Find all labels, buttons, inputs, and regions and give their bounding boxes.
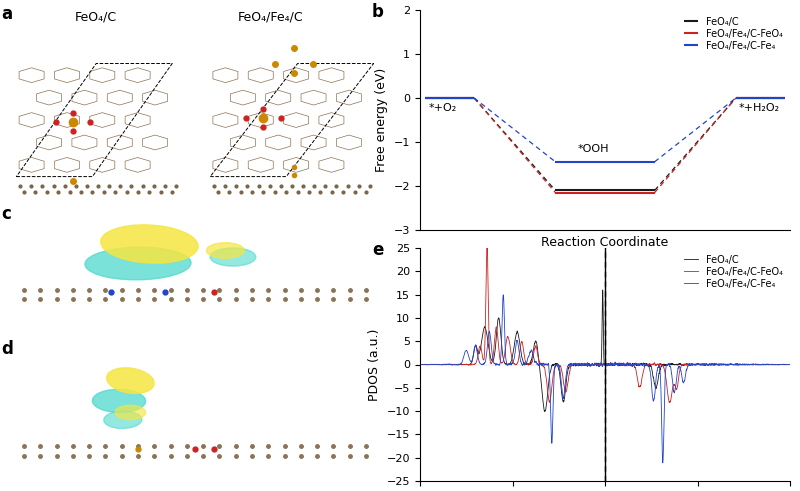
- FeO₄/Fe₄/C-Fe₄: [774, 362, 784, 368]
- Ellipse shape: [210, 248, 256, 266]
- FeO₄/Fe₄/C-Fe₄: [591, 361, 601, 367]
- FeO₄/C: [755, 362, 765, 368]
- Text: FeO₄/C: FeO₄/C: [75, 11, 118, 24]
- FeO₄/Fe₄/C-FeO₄: [665, 400, 674, 406]
- FeO₄/C: [598, 287, 607, 293]
- FeO₄/Fe₄/C-FeO₄: [470, 95, 479, 101]
- Ellipse shape: [115, 405, 146, 420]
- Text: c: c: [2, 205, 11, 223]
- FeO₄/Fe₄/C-FeO₄: [774, 361, 784, 367]
- Ellipse shape: [206, 243, 245, 258]
- Y-axis label: PDOS (a.u.): PDOS (a.u.): [368, 328, 382, 401]
- FeO₄/Fe₄/C-Fe₄: [415, 361, 425, 367]
- Text: *OOH: *OOH: [578, 144, 610, 154]
- Text: *+O₂: *+O₂: [429, 103, 458, 113]
- Text: e: e: [372, 241, 383, 259]
- Ellipse shape: [101, 225, 198, 263]
- FeO₄/Fe₄/C-FeO₄: [570, 361, 580, 367]
- Ellipse shape: [106, 368, 154, 393]
- FeO₄/Fe₄/C-FeO₄: [786, 361, 795, 367]
- FeO₄/Fe₄/C-FeO₄: [574, 361, 583, 367]
- FeO₄/Fe₄/C-FeO₄: [415, 361, 425, 367]
- FeO₄/Fe₄/C-Fe₄: [755, 362, 765, 368]
- FeO₄/C: [570, 362, 580, 368]
- FeO₄/C: [786, 361, 795, 367]
- X-axis label: Reaction Coordinate: Reaction Coordinate: [542, 236, 669, 248]
- FeO₄/Fe₄/C-Fe₄: [420, 95, 430, 101]
- Text: *+H₂O₂: *+H₂O₂: [738, 103, 780, 113]
- FeO₄/C: [420, 95, 430, 101]
- Line: FeO₄/Fe₄/C-Fe₄: FeO₄/Fe₄/C-Fe₄: [420, 295, 790, 463]
- Text: a: a: [2, 5, 12, 23]
- FeO₄/C: [574, 361, 583, 367]
- FeO₄/Fe₄/C-FeO₄: [420, 95, 430, 101]
- Text: FeO₄/Fe₄/C: FeO₄/Fe₄/C: [238, 11, 304, 24]
- FeO₄/Fe₄/C-Fe₄: [498, 292, 508, 298]
- Ellipse shape: [104, 411, 142, 429]
- FeO₄/Fe₄/C-FeO₄: [591, 361, 601, 367]
- FeO₄/Fe₄/C-FeO₄: [755, 362, 765, 368]
- FeO₄/C: [540, 409, 550, 414]
- Y-axis label: Free energy (eV): Free energy (eV): [375, 68, 388, 172]
- Text: d: d: [2, 340, 13, 358]
- FeO₄/Fe₄/C-Fe₄: [574, 363, 583, 369]
- FeO₄/Fe₄/C-FeO₄: [482, 245, 492, 251]
- Legend: FeO₄/C, FeO₄/Fe₄/C-FeO₄, FeO₄/Fe₄/C-Fe₄: FeO₄/C, FeO₄/Fe₄/C-FeO₄, FeO₄/Fe₄/C-Fe₄: [682, 253, 785, 291]
- FeO₄/Fe₄/C-Fe₄: [786, 362, 795, 368]
- FeO₄/Fe₄/C-Fe₄: [684, 361, 694, 367]
- FeO₄/C: [684, 361, 694, 367]
- FeO₄/Fe₄/C-Fe₄: [658, 460, 667, 466]
- FeO₄/C: [591, 361, 601, 367]
- FeO₄/Fe₄/C-FeO₄: [684, 361, 694, 367]
- Line: FeO₄/Fe₄/C-FeO₄: FeO₄/Fe₄/C-FeO₄: [420, 248, 790, 403]
- Text: b: b: [372, 3, 384, 22]
- Line: FeO₄/C: FeO₄/C: [420, 290, 790, 411]
- Legend: FeO₄/C, FeO₄/Fe₄/C-FeO₄, FeO₄/Fe₄/C-Fe₄: FeO₄/C, FeO₄/Fe₄/C-FeO₄, FeO₄/Fe₄/C-Fe₄: [682, 15, 785, 53]
- Ellipse shape: [92, 389, 146, 412]
- FeO₄/Fe₄/C-Fe₄: [470, 95, 479, 101]
- Ellipse shape: [85, 247, 191, 280]
- FeO₄/C: [470, 95, 479, 101]
- FeO₄/C: [774, 362, 784, 368]
- FeO₄/Fe₄/C-Fe₄: [570, 362, 580, 368]
- FeO₄/C: [415, 361, 425, 367]
